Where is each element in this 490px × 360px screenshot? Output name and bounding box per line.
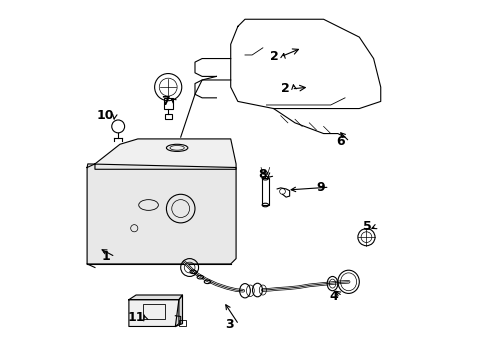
Text: 7: 7 <box>161 95 170 108</box>
Bar <box>262 178 269 205</box>
Text: 6: 6 <box>337 135 345 148</box>
Text: 8: 8 <box>258 168 267 181</box>
Text: 11: 11 <box>127 311 145 324</box>
Polygon shape <box>95 139 236 169</box>
Polygon shape <box>129 295 182 300</box>
Bar <box>165 114 172 119</box>
Text: 4: 4 <box>329 289 338 303</box>
Text: 1: 1 <box>102 250 111 263</box>
Polygon shape <box>87 164 236 264</box>
Text: 5: 5 <box>363 220 372 233</box>
Bar <box>143 304 165 319</box>
Polygon shape <box>129 300 179 327</box>
Text: 3: 3 <box>226 318 234 331</box>
Text: 9: 9 <box>317 181 325 194</box>
Text: 10: 10 <box>97 109 115 122</box>
Text: 2: 2 <box>270 50 279 63</box>
Bar <box>179 320 186 327</box>
Bar <box>164 98 173 109</box>
Text: 2: 2 <box>281 82 290 95</box>
Polygon shape <box>175 295 182 327</box>
